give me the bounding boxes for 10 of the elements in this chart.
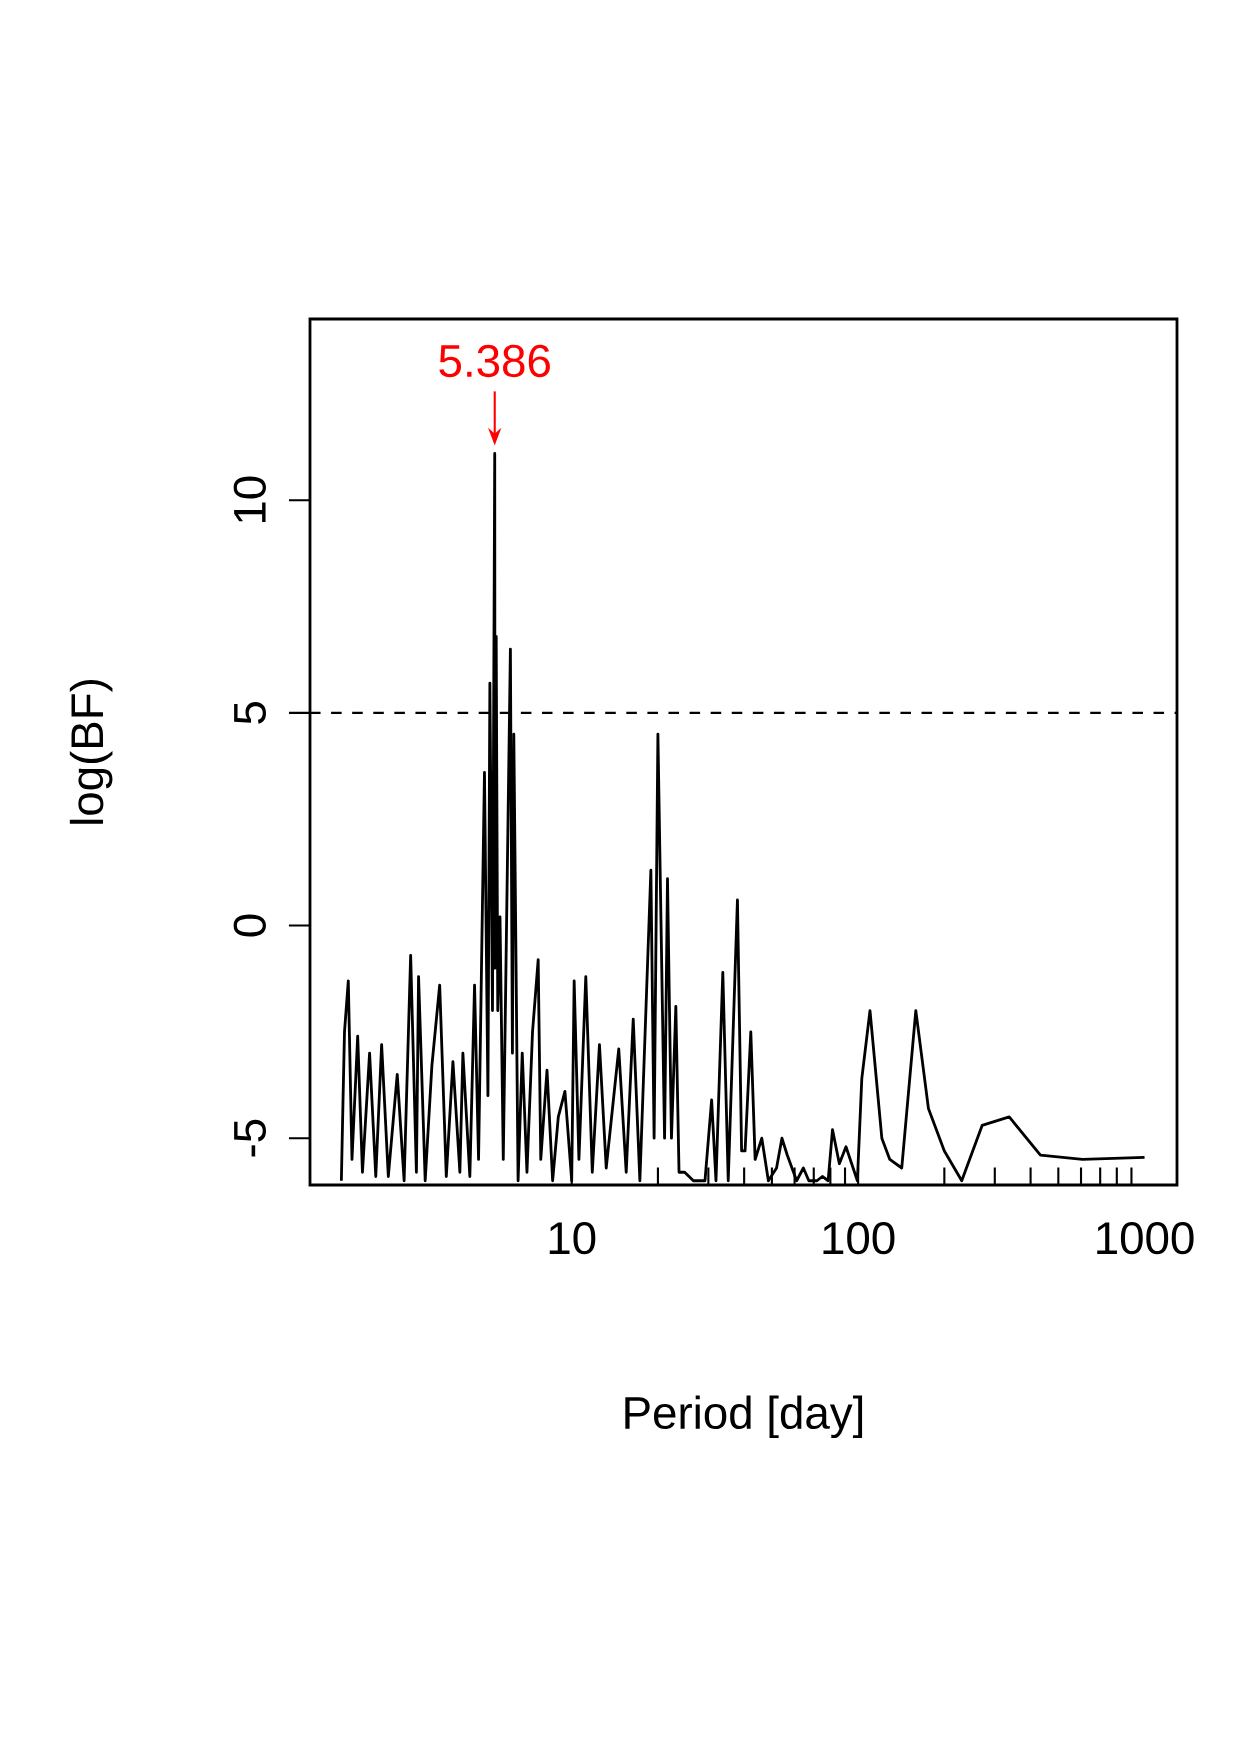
y-tick-label: 5 xyxy=(234,702,266,724)
x-tick-label: 100 xyxy=(823,1222,895,1255)
y-tick-label: 0 xyxy=(233,914,266,937)
y-tick-label: -5 xyxy=(234,1119,266,1157)
y-axis-title: log(BF) xyxy=(69,679,113,824)
x-axis-title: Period [day] xyxy=(625,1395,863,1439)
y-tick-label: 10 xyxy=(233,476,266,523)
x-tick-label: 1000 xyxy=(1097,1222,1194,1255)
x-tick-label: 10 xyxy=(549,1222,596,1255)
annotation: 5.386 xyxy=(439,344,550,378)
